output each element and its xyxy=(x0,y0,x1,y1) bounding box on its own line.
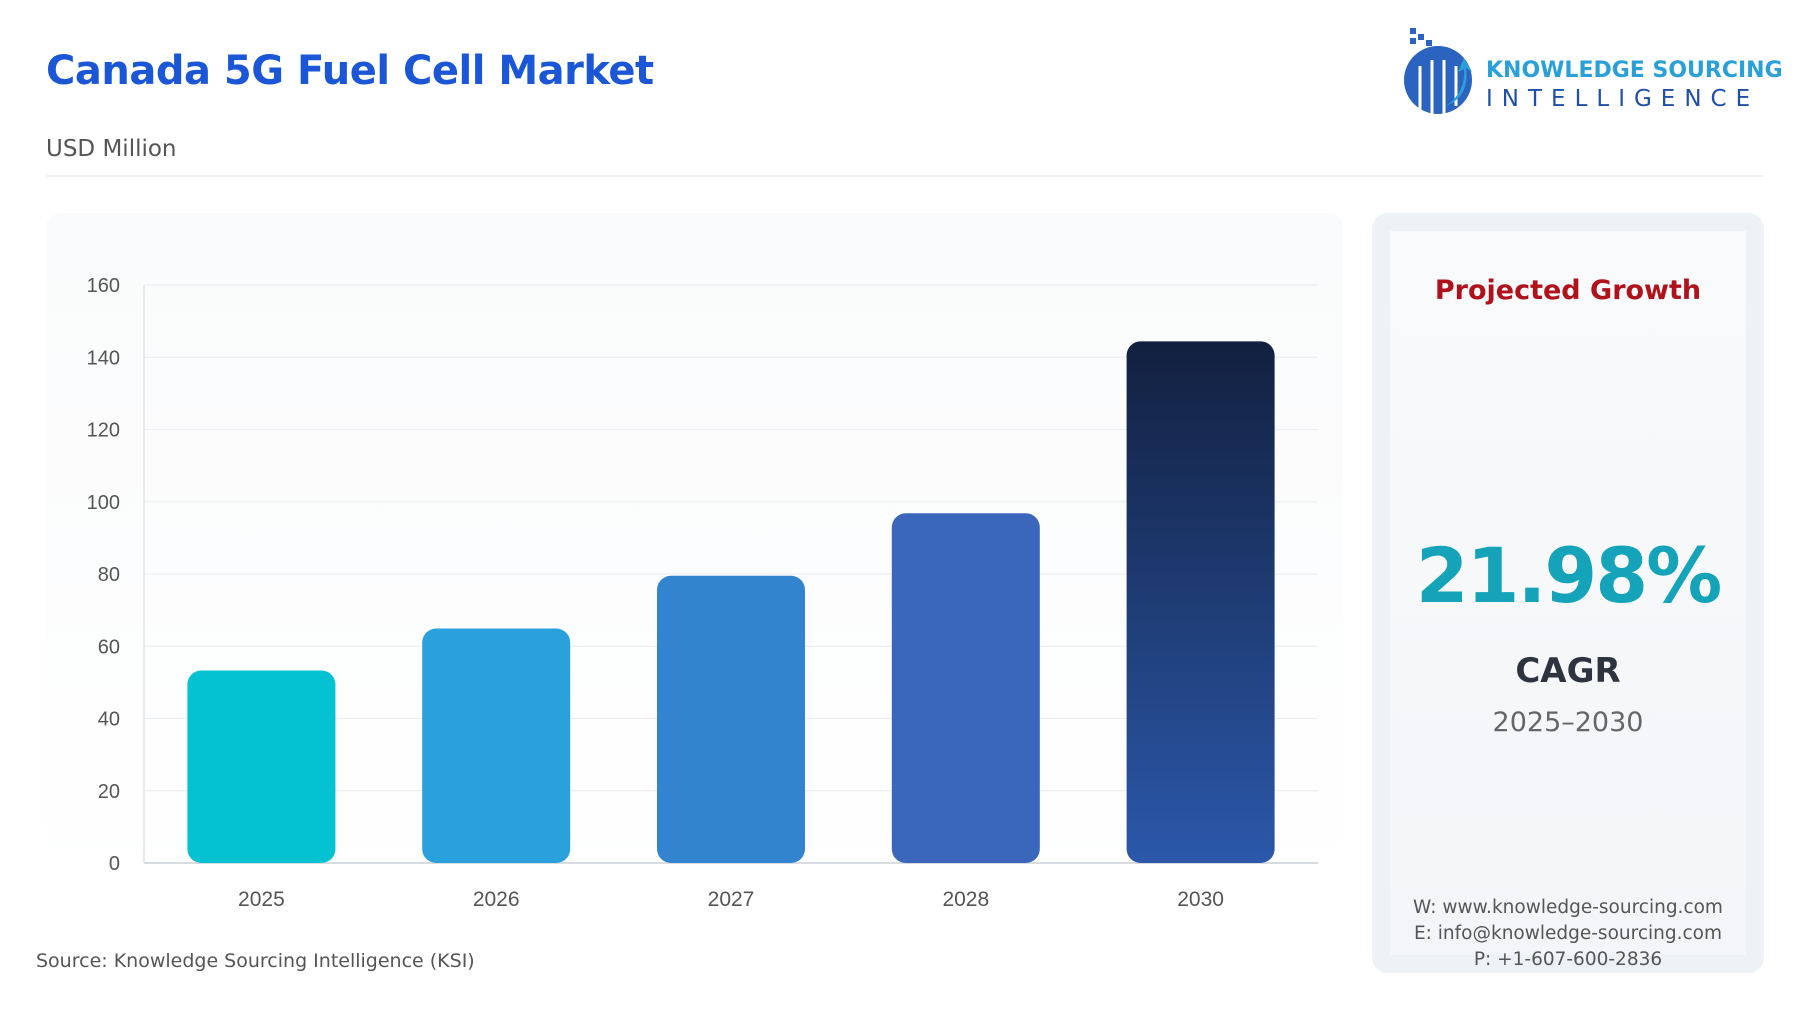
cagr-label: CAGR xyxy=(1515,651,1621,691)
cagr-period: 2025–2030 xyxy=(1492,707,1644,738)
y-tick-label: 140 xyxy=(87,347,120,369)
email-text: E: info@knowledge-sourcing.com xyxy=(1413,923,1722,944)
website-text: W: www.knowledge-sourcing.com xyxy=(1413,897,1723,918)
panel-heading: Projected Growth xyxy=(1434,275,1702,306)
bar-2028 xyxy=(891,513,1040,863)
logo-text: KNOWLEDGE SOURCING xyxy=(1486,58,1783,83)
y-tick-label: 40 xyxy=(98,709,120,731)
x-tick-label: 2025 xyxy=(238,888,285,911)
x-tick-label: 2026 xyxy=(473,888,520,911)
logo: KNOWLEDGE SOURCING INTELLIGENCE xyxy=(1400,26,1783,120)
page-title: Canada 5G Fuel Cell Market xyxy=(46,48,654,94)
x-tick-label: 2030 xyxy=(1177,888,1224,911)
unit-label: USD Million xyxy=(46,136,177,162)
bar-2026 xyxy=(422,628,571,863)
x-tick-label: 2027 xyxy=(708,888,755,911)
phone-text: P: +1-607-600-2836 xyxy=(1473,949,1663,970)
source-note: Source: Knowledge Sourcing Intelligence … xyxy=(36,950,475,972)
logo-text-2: INTELLIGENCE xyxy=(1486,86,1760,112)
y-tick-label: 100 xyxy=(87,492,120,514)
bar-2030 xyxy=(1126,341,1275,864)
bar-2027 xyxy=(657,575,805,863)
y-tick-label: 160 xyxy=(87,275,120,297)
logo-icon xyxy=(1404,28,1472,114)
bar-2025 xyxy=(187,670,336,863)
contact-info: W: www.knowledge-sourcing.com E: info@kn… xyxy=(1390,895,1746,973)
cagr-value: 21.98% xyxy=(1415,531,1723,620)
y-tick-label: 60 xyxy=(98,636,120,658)
x-tick-label: 2028 xyxy=(942,888,989,911)
divider xyxy=(46,175,1764,177)
y-tick-label: 120 xyxy=(87,420,120,442)
growth-panel: Projected Growth 21.98% CAGR 2025–2030 W… xyxy=(1372,213,1764,973)
y-tick-label: 20 xyxy=(98,781,120,803)
y-tick-label: 80 xyxy=(98,564,120,586)
y-tick-label: 0 xyxy=(109,853,120,875)
